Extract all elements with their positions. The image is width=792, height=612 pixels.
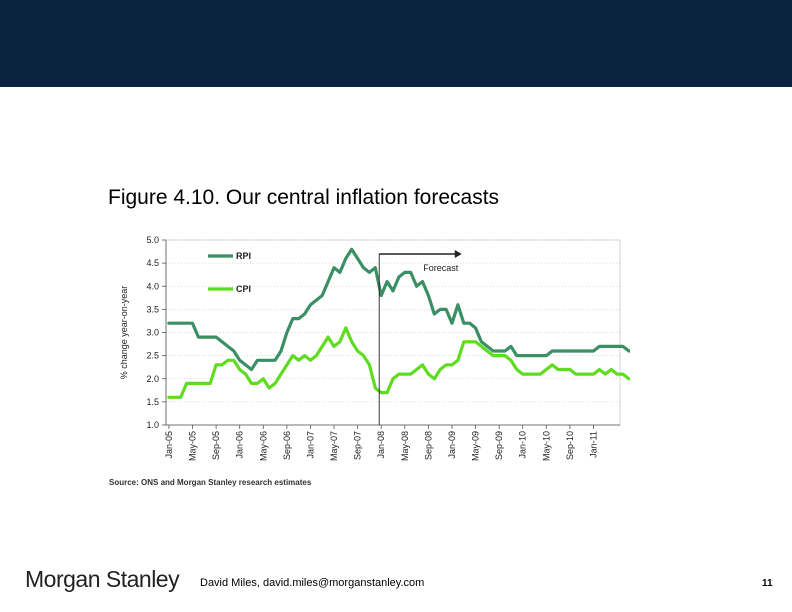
x-tick-label: May-09: [471, 431, 481, 461]
y-axis-label: % change year-on-year: [119, 286, 129, 380]
x-tick-label: Jan-07: [305, 431, 315, 459]
x-tick-label: Jan-11: [588, 431, 598, 458]
forecast-arrow-head: [454, 250, 462, 258]
legend-label-rpi: RPI: [236, 251, 251, 261]
series-lines: [167, 247, 630, 399]
x-tick-label: Sep-09: [494, 431, 504, 460]
series-line-rpi: [167, 247, 630, 372]
figure-title: Figure 4.10. Our central inflation forec…: [108, 186, 500, 209]
x-tick-label: Jan-05: [164, 431, 174, 459]
y-axis: 5.0 4.5 4.0 3.5 3.0 2.5 2.0 1.5 1.0: [146, 235, 167, 430]
y-tick-label: 5.0: [146, 235, 159, 245]
series-line-cpi: [167, 326, 630, 399]
author-contact: David Miles, david.miles@morganstanley.c…: [200, 577, 425, 589]
grid-lines: [166, 239, 620, 426]
y-tick-label: 2.0: [146, 374, 159, 384]
x-tick-label: May-10: [541, 431, 551, 461]
x-tick-label: Jan-09: [447, 431, 457, 459]
y-tick-label: 4.0: [146, 281, 159, 291]
x-axis: Jan-05 May-05 Sep-05 Jan-06 May-06 Sep-06 Jan-…: [164, 424, 620, 461]
x-tick-label: May-06: [258, 431, 268, 461]
source-note: Source: ONS and Morgan Stanley research …: [109, 478, 312, 487]
forecast-annotation: Forecast: [378, 250, 462, 425]
chart-legend: RPI CPI: [208, 251, 251, 294]
x-tick-label: May-08: [400, 431, 410, 461]
legend-label-cpi: CPI: [236, 284, 251, 294]
y-tick-label: 2.5: [146, 351, 159, 361]
forecast-label: Forecast: [423, 263, 459, 273]
x-tick-label: May-07: [329, 431, 339, 461]
x-tick-label: Jan-08: [376, 431, 386, 459]
inflation-chart: 5.0 4.5 4.0 3.5 3.0 2.5 2.0 1.5 1.0 Jan-05 May-05…: [119, 235, 630, 461]
y-tick-label: 4.5: [146, 258, 159, 268]
x-tick-label: Sep-05: [211, 431, 221, 460]
top-banner: [0, 0, 792, 87]
plot-area-frame: [165, 239, 621, 426]
x-tick-label: Sep-07: [353, 431, 363, 460]
x-tick-label: Sep-06: [282, 431, 292, 460]
y-tick-label: 3.5: [146, 304, 159, 314]
x-tick-label: May-05: [188, 431, 198, 461]
x-tick-label: Jan-10: [518, 431, 528, 459]
x-tick-label: Sep-10: [565, 431, 575, 460]
y-tick-label: 3.0: [146, 328, 159, 338]
y-tick-label: 1.0: [146, 420, 159, 430]
x-tick-label: Sep-08: [423, 431, 433, 460]
brand-logo: Morgan Stanley: [25, 566, 180, 592]
page-number: 11: [762, 578, 773, 589]
x-tick-label: Jan-06: [235, 431, 245, 459]
y-tick-label: 1.5: [146, 397, 159, 407]
